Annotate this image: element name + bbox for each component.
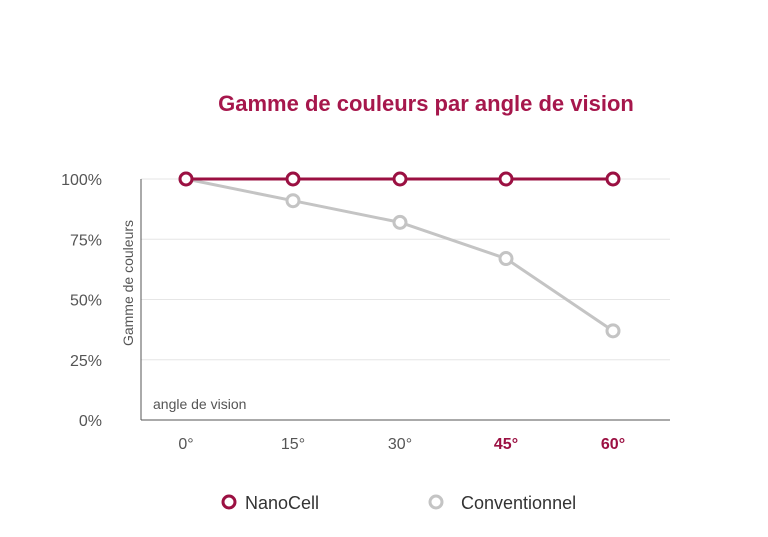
- data-point-nanocell: [498, 171, 514, 187]
- data-point-conventionnel: [285, 193, 301, 209]
- legend: NanoCell Conventionnel: [221, 493, 576, 513]
- x-tick-label: 45°: [494, 436, 518, 453]
- data-point-nanocell: [178, 171, 194, 187]
- series-line-conventionnel: [185, 177, 614, 333]
- y-axis-ticks: 0% 25% 50% 75% 100%: [61, 172, 102, 430]
- chart-title: Gamme de couleurs par angle de vision: [218, 91, 634, 116]
- legend-item-nanocell: NanoCell: [221, 493, 319, 513]
- data-point-conventionnel: [605, 323, 621, 339]
- legend-item-conventionnel: Conventionnel: [428, 493, 576, 513]
- x-tick-label: 15°: [281, 436, 305, 453]
- legend-conventionnel-label: Conventionnel: [461, 493, 576, 513]
- x-axis-label: angle de vision: [153, 396, 246, 412]
- y-axis-label: Gamme de couleurs: [120, 220, 136, 346]
- y-tick-label: 75%: [70, 232, 102, 249]
- data-point-nanocell: [392, 171, 408, 187]
- legend-nanocell-label: NanoCell: [245, 493, 319, 513]
- y-tick-label: 0%: [79, 413, 102, 430]
- legend-nanocell-marker: [221, 494, 237, 510]
- legend-conventionnel-marker: [428, 494, 444, 510]
- y-tick-label: 100%: [61, 172, 102, 189]
- x-tick-label: 0°: [178, 436, 193, 453]
- data-point-nanocell: [285, 171, 301, 187]
- x-tick-label: 60°: [601, 436, 625, 453]
- gridlines: [141, 178, 670, 361]
- y-tick-label: 25%: [70, 353, 102, 370]
- data-point-conventionnel: [498, 251, 514, 267]
- data-point-conventionnel: [392, 214, 408, 230]
- data-point-nanocell: [605, 171, 621, 187]
- series-layer: [178, 171, 621, 339]
- y-tick-label: 50%: [70, 293, 102, 310]
- x-tick-label: 30°: [388, 436, 412, 453]
- x-axis-ticks: 0° 15° 30° 45° 60°: [178, 436, 625, 453]
